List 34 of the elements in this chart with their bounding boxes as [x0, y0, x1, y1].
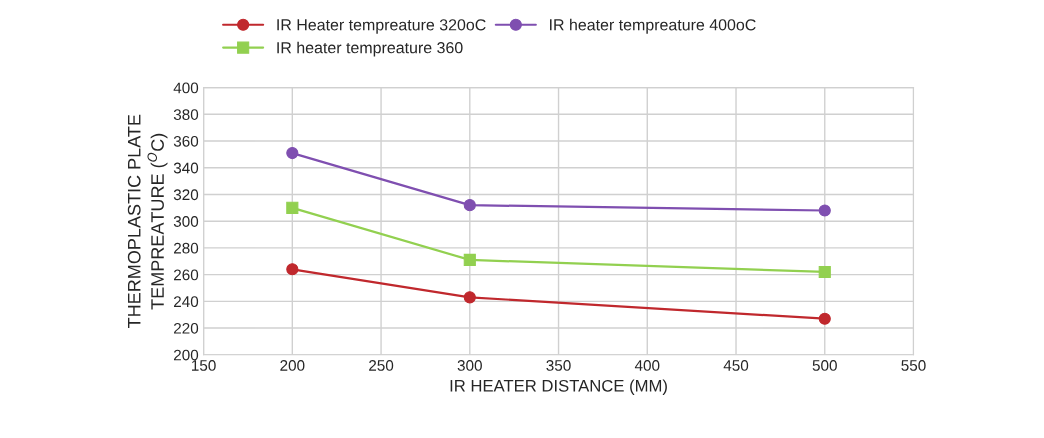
point — [463, 253, 476, 267]
x-tick-label: 300 — [457, 360, 482, 371]
x-tick-label: 550 — [901, 360, 926, 371]
legend-label: IR heater tempreature 400oC — [550, 18, 756, 34]
point — [286, 201, 299, 214]
point — [818, 204, 831, 217]
point — [286, 263, 299, 276]
point — [463, 199, 476, 212]
y-tick-label: 320 — [173, 189, 199, 201]
x-tick-label: 250 — [369, 360, 394, 371]
y-tick-label: 400 — [173, 82, 199, 94]
legend-label: IR Heater tempreature 320oC — [277, 19, 486, 34]
point — [286, 146, 299, 160]
y-tick-label: 260 — [174, 269, 199, 281]
x-tick-label: 450 — [723, 360, 749, 371]
x-tick-label: 150 — [192, 360, 216, 371]
legend-label: IR heater tempreature 360 — [277, 41, 463, 57]
point — [463, 291, 476, 304]
y-tick-label: 360 — [173, 135, 199, 147]
point — [818, 265, 831, 279]
y-tick-label: 380 — [173, 109, 199, 120]
x-axis-title: IR HEATER DISTANCE (MM) — [450, 379, 667, 395]
y-tick-label: 240 — [174, 296, 199, 308]
x-tick-label: 500 — [812, 360, 837, 371]
y-tick-label: 220 — [174, 322, 199, 334]
x-tick-label: 350 — [546, 360, 571, 371]
y-tick-label: 280 — [174, 242, 199, 254]
point — [818, 312, 831, 325]
y-axis-title: THERMOPLASTIC PLATE TEMPREATURE ($^{O}$C) — [127, 114, 168, 328]
y-tick-label: 200 — [174, 349, 199, 361]
x-tick-label: 400 — [634, 360, 660, 371]
y-tick-label: 340 — [173, 162, 199, 174]
y-tick-label: 300 — [173, 216, 199, 227]
x-tick-label: 200 — [280, 360, 305, 371]
